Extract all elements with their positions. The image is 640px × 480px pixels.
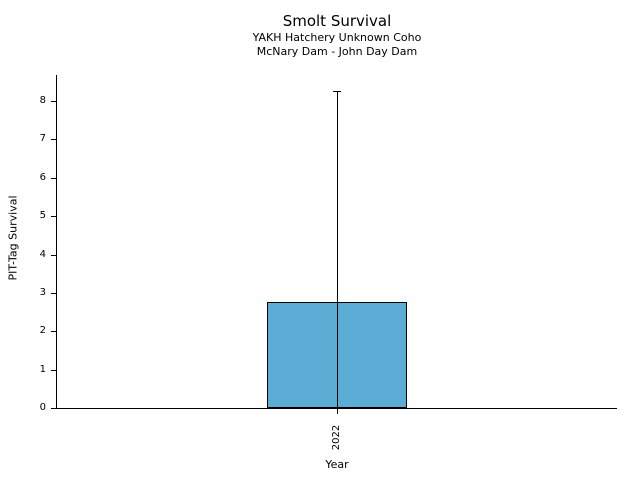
y-tick-mark — [51, 139, 56, 141]
x-tick-label-text: 2022 — [331, 424, 343, 450]
chart-subtitle-line1: YAKH Hatchery Unknown Coho — [252, 31, 422, 44]
y-axis-spine — [56, 75, 57, 409]
y-tick-label: 6 — [39, 171, 46, 183]
y-tick-label: 0 — [39, 402, 46, 413]
y-tick-mark — [51, 292, 56, 294]
x-axis-spine — [56, 408, 617, 409]
y-tick-mark — [51, 216, 56, 218]
x-tick-mark — [336, 409, 338, 414]
y-tick-label: 3 — [39, 286, 46, 298]
y-tick-mark — [51, 254, 56, 256]
y-tick-mark — [51, 101, 56, 103]
y-tick-label: 4 — [39, 248, 46, 260]
y-tick-label: 5 — [39, 210, 46, 222]
y-tick-label: 8 — [39, 95, 46, 107]
plot-area: 0 1 2 3 4 5 6 7 8 2022 — [40, 75, 617, 450]
y-tick-mark — [51, 408, 56, 409]
chart-title: Smolt Survival — [282, 12, 392, 30]
chart-subtitle-line2: McNary Dam - John Day Dam — [256, 45, 418, 58]
y-tick-label: 2 — [39, 325, 46, 337]
x-tick-label: 2022 — [317, 417, 357, 457]
x-axis-label: Year — [325, 458, 349, 471]
error-bar-line — [336, 91, 338, 408]
y-tick-mark — [51, 369, 56, 371]
y-tick-mark — [51, 331, 56, 333]
y-tick-label: 1 — [39, 363, 46, 375]
y-tick-label: 7 — [39, 133, 46, 145]
y-tick-mark — [51, 177, 56, 179]
error-bar-cap-top — [333, 91, 341, 93]
y-axis-label: PIT-Tag Survival — [6, 195, 20, 281]
